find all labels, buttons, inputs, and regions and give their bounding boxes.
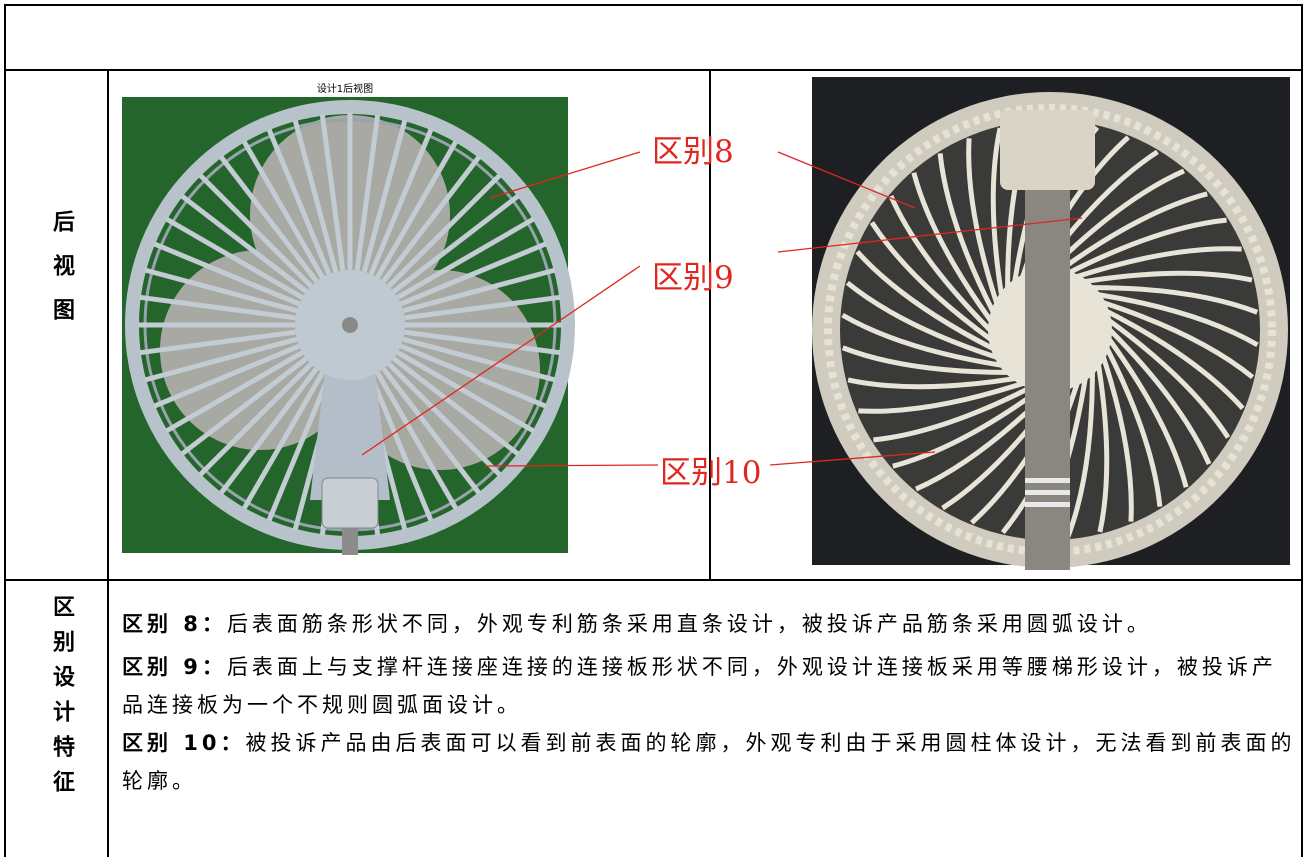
shape bbox=[139, 329, 296, 356]
difference-label: 区别 10： bbox=[122, 731, 246, 755]
shape bbox=[153, 241, 301, 307]
shape bbox=[841, 312, 1002, 368]
annotation: 区别10 bbox=[660, 455, 762, 491]
section-label: 区别设计特征 bbox=[49, 595, 74, 805]
shape bbox=[1025, 478, 1070, 483]
shape bbox=[310, 370, 390, 500]
shape bbox=[292, 119, 339, 273]
shape bbox=[241, 140, 325, 279]
shape bbox=[1096, 364, 1110, 533]
shape bbox=[392, 356, 520, 457]
shape bbox=[847, 376, 1016, 390]
difference-text: 后表面筋条形状不同，外观专利筋条采用直条设计，被投诉产品筋条采用圆弧设计。 bbox=[226, 612, 1152, 636]
shape bbox=[368, 128, 434, 276]
shape bbox=[1105, 309, 1245, 410]
difference: 区别 8：后表面筋条形状不同，外观专利筋条采用直条设计，被投诉产品筋条采用圆弧设… bbox=[122, 605, 1300, 643]
shape bbox=[218, 155, 319, 283]
shape bbox=[888, 194, 992, 332]
shape bbox=[139, 294, 296, 321]
shape bbox=[824, 104, 1276, 556]
shape bbox=[990, 127, 1004, 296]
difference: 区别 10：被投诉产品由后表面可以看到前表面的轮廓，外观专利由于采用圆柱体设计，… bbox=[122, 724, 1300, 800]
shape bbox=[1000, 110, 1095, 190]
shape bbox=[404, 294, 561, 321]
difference-label: 区别 8： bbox=[122, 612, 227, 636]
shape bbox=[165, 350, 304, 434]
shape bbox=[1107, 337, 1189, 488]
shape bbox=[1076, 246, 1242, 279]
shape bbox=[144, 267, 298, 314]
shape bbox=[198, 173, 313, 288]
shape bbox=[911, 172, 993, 323]
difference: 区别 9：后表面上与支撑杆连接座连接的连接板形状不同，外观设计连接板采用等腰梯形… bbox=[122, 648, 1300, 724]
shape bbox=[966, 138, 999, 304]
shape bbox=[218, 367, 319, 495]
shape bbox=[858, 381, 1024, 414]
shape bbox=[1025, 490, 1070, 495]
arrows bbox=[361, 151, 1083, 467]
shape bbox=[375, 140, 459, 279]
shape bbox=[375, 371, 459, 510]
shape bbox=[869, 221, 993, 342]
shape bbox=[402, 267, 556, 314]
shape bbox=[180, 356, 308, 457]
shape bbox=[1092, 285, 1259, 315]
difference-text: 后表面上与支撑杆连接座连接的连接板形状不同，外观设计连接板采用等腰梯形设计，被投… bbox=[122, 655, 1277, 717]
shape bbox=[266, 374, 332, 522]
shape bbox=[266, 128, 332, 276]
shape bbox=[165, 216, 304, 300]
shape bbox=[892, 387, 1043, 469]
shape bbox=[342, 317, 358, 333]
shape bbox=[381, 367, 482, 495]
shape bbox=[180, 193, 308, 294]
shape bbox=[1108, 328, 1212, 466]
annotation: 区别8 bbox=[652, 134, 734, 170]
shape bbox=[392, 193, 520, 294]
shape bbox=[153, 343, 301, 409]
shape bbox=[1084, 270, 1253, 284]
shape bbox=[387, 173, 502, 288]
shape bbox=[402, 336, 556, 383]
shape bbox=[399, 343, 547, 409]
shape bbox=[1098, 292, 1259, 348]
shape bbox=[855, 250, 995, 351]
shape bbox=[198, 362, 313, 477]
shape bbox=[1025, 502, 1070, 507]
right-fan bbox=[812, 92, 1288, 570]
annotation: 区别9 bbox=[652, 260, 734, 296]
shape bbox=[1067, 217, 1227, 276]
shape bbox=[1107, 318, 1231, 439]
shape bbox=[1065, 372, 1095, 539]
shape bbox=[845, 280, 998, 360]
shape bbox=[937, 153, 996, 313]
shape bbox=[241, 371, 325, 510]
difference-label: 区别 9： bbox=[122, 655, 227, 679]
shape bbox=[1102, 300, 1255, 380]
shape bbox=[399, 241, 547, 307]
image-caption: 设计1后视图 bbox=[317, 82, 373, 95]
difference-text: 被投诉产品由后表面可以看到前表面的轮廓，外观专利由于采用圆柱体设计，无法看到前表… bbox=[122, 731, 1296, 793]
shape bbox=[368, 374, 434, 522]
shape bbox=[1101, 356, 1134, 522]
shape bbox=[144, 336, 298, 383]
row-label: 后视图 bbox=[49, 210, 74, 342]
shape bbox=[396, 216, 535, 300]
shape bbox=[361, 119, 408, 273]
left-fan bbox=[125, 100, 575, 555]
shape bbox=[1057, 191, 1208, 273]
shape bbox=[396, 350, 535, 434]
shape bbox=[841, 345, 1008, 375]
shape bbox=[381, 155, 482, 283]
shape bbox=[387, 362, 502, 477]
shape bbox=[404, 329, 561, 356]
shape bbox=[873, 384, 1033, 443]
shape bbox=[354, 114, 381, 271]
shape bbox=[321, 477, 379, 529]
shape bbox=[319, 114, 346, 271]
shape bbox=[1104, 347, 1163, 507]
